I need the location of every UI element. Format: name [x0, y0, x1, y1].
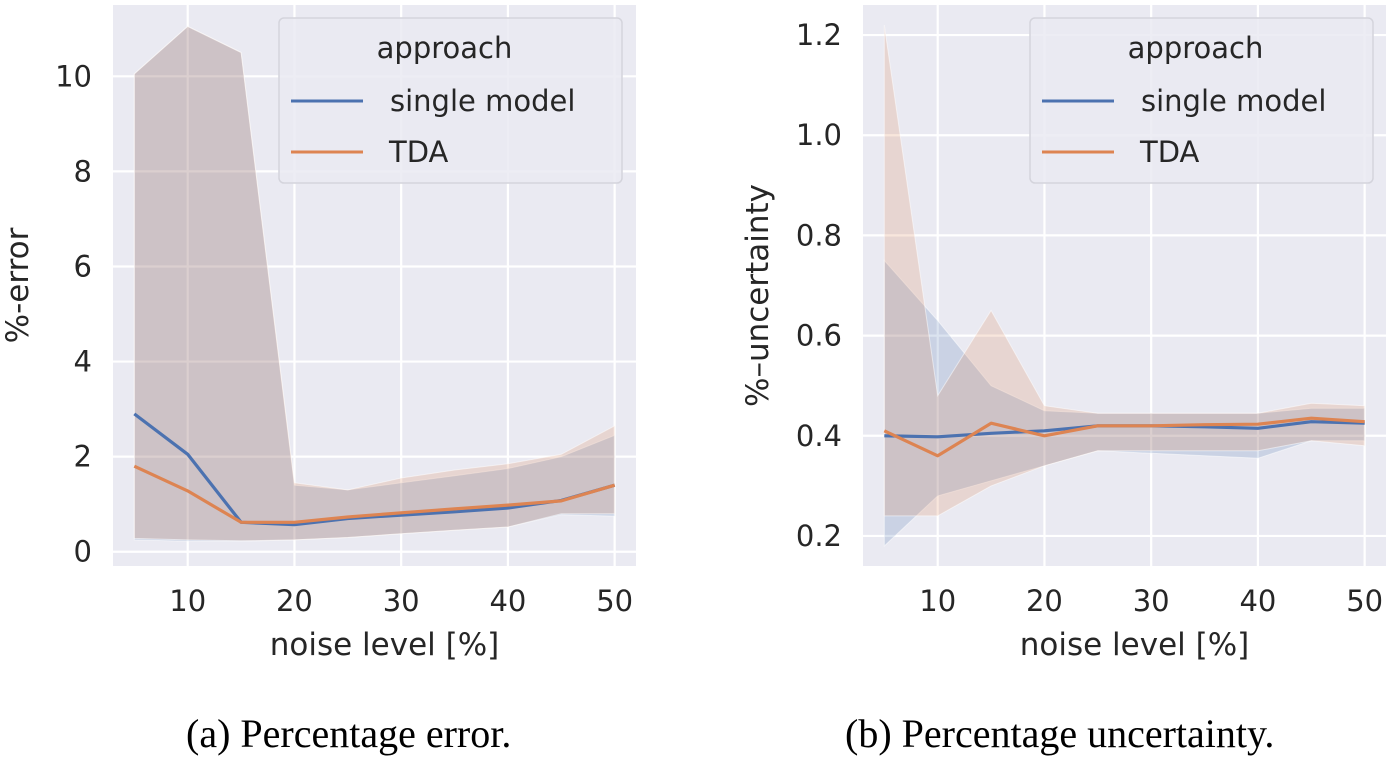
x-axis-label: noise level [%]	[270, 627, 500, 663]
legend-box	[278, 17, 623, 184]
series-line-tda	[133, 464, 616, 524]
y-tick-label: 1.0	[796, 118, 842, 152]
y-axis-label: %–uncertainty	[740, 184, 776, 407]
legend: approach single model TDA	[278, 17, 623, 184]
y-tick-label: 6	[74, 249, 92, 283]
caption-percentage-uncertainty: (b) Percentage uncertainty.	[845, 711, 1275, 756]
x-axis-label: noise level [%]	[1020, 627, 1250, 663]
x-tick-label: 10	[919, 584, 956, 618]
y-tick-label: 10	[55, 59, 92, 93]
x-tick-label: 20	[276, 584, 313, 618]
figure-percentage-uncertainty: 10 20 30 40 50 0.2 0.4 0.6 0.8 1.0 1.2 noise level …	[700, 0, 1389, 778]
confidence-band-tda	[133, 25, 616, 542]
legend: approach single model TDA	[1029, 17, 1374, 184]
legend-box	[1029, 17, 1374, 184]
caption-percentage-error: (a) Percentage error.	[186, 711, 512, 756]
legend-entry: TDA	[388, 135, 449, 169]
figure-percentage-error: 10 20 30 40 50 0 2 4 6 8 10 noise level [%] %-error a…	[0, 5, 636, 756]
x-tick-label: 50	[596, 584, 633, 618]
x-tick-label: 40	[1239, 584, 1276, 618]
y-tick-label: 0.8	[796, 218, 842, 252]
confidence-band-tda	[883, 24, 1366, 517]
legend-title: approach	[1128, 31, 1264, 65]
y-tick-label: 4	[74, 345, 92, 379]
y-tick-label: 0.6	[796, 319, 842, 353]
y-tick-label: 0.4	[796, 419, 842, 453]
series-line-tda	[883, 416, 1365, 458]
y-tick-label: 0.2	[796, 519, 842, 553]
x-tick-label: 20	[1026, 584, 1063, 618]
y-axis-label: %-error	[0, 227, 36, 343]
x-tick-label: 30	[383, 584, 420, 618]
legend-entry: TDA	[1139, 135, 1200, 169]
chart-percentage-uncertainty: 10 20 30 40 50 0.2 0.4 0.6 0.8 1.0 1.2 noise level …	[740, 5, 1386, 663]
chart-percentage-error: 10 20 30 40 50 0 2 4 6 8 10 noise level [%] %-error a…	[0, 5, 636, 663]
x-tick-label: 10	[169, 584, 206, 618]
y-tick-label: 8	[74, 154, 92, 188]
x-tick-label: 30	[1133, 584, 1170, 618]
y-tick-label: 0	[74, 535, 92, 569]
x-tick-label: 50	[1346, 584, 1383, 618]
legend-entry: single model	[390, 84, 575, 118]
legend-title: approach	[377, 31, 513, 65]
y-tick-label: 2	[74, 440, 92, 474]
x-tick-label: 40	[489, 584, 526, 618]
y-tick-label: 1.2	[796, 18, 842, 52]
legend-entry: single model	[1141, 84, 1326, 118]
